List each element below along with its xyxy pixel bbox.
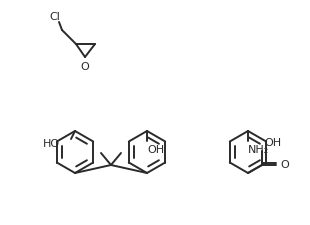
Text: O: O [81, 62, 89, 72]
Text: OH: OH [264, 138, 281, 148]
Text: NH₂: NH₂ [248, 145, 269, 155]
Text: O: O [280, 160, 289, 170]
Text: HO: HO [43, 139, 60, 149]
Text: OH: OH [147, 145, 164, 155]
Text: Cl: Cl [50, 12, 60, 22]
